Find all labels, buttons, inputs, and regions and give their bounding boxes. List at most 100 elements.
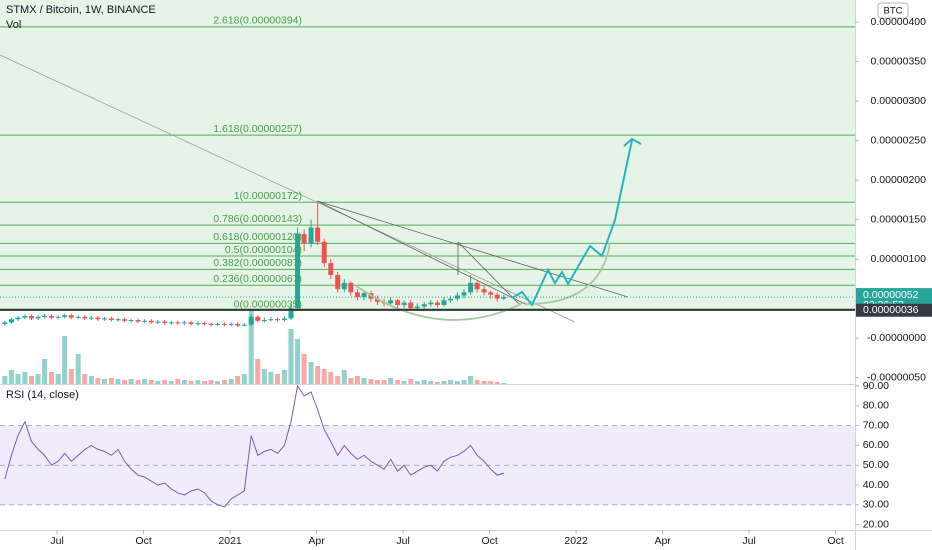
candle-body <box>315 227 321 242</box>
y-tick-label: -0.00000000 <box>867 332 926 344</box>
background-layer <box>0 0 855 506</box>
trend-line <box>457 241 521 306</box>
volume-bar <box>215 381 221 384</box>
x-tick-label: Jul <box>396 535 409 547</box>
y-tick-label: 80.00 <box>863 400 889 412</box>
candle-body <box>62 315 68 317</box>
volume-bar <box>201 381 207 384</box>
fib-level-label: 0.786(0.00000143) <box>213 213 302 225</box>
volume-bar <box>361 378 367 384</box>
support-price-label: 0.00000036 <box>863 304 919 316</box>
volume-bar <box>248 309 254 384</box>
volume-bar <box>501 383 507 384</box>
volume-bar <box>2 376 8 384</box>
volume-bar <box>281 370 287 384</box>
volume-bar <box>142 379 148 384</box>
candle-body <box>42 316 48 318</box>
candle-body <box>268 319 274 321</box>
candle-body <box>395 300 401 305</box>
volume-bar <box>148 380 154 384</box>
candle-body <box>434 302 440 305</box>
volume-bar <box>261 369 267 384</box>
candle-body <box>421 304 427 307</box>
volume-bar <box>135 380 141 384</box>
candle-body <box>15 317 21 320</box>
candle-body <box>195 323 201 325</box>
volume-bar <box>88 376 94 384</box>
volume-bar <box>395 380 401 384</box>
volume-bar <box>494 382 500 384</box>
volume-bar <box>168 381 174 384</box>
volume-bar <box>22 372 28 384</box>
candle-body <box>162 321 168 324</box>
volume-layer <box>2 309 507 384</box>
candle-body <box>155 321 161 323</box>
currency-label[interactable]: BTC <box>884 6 903 17</box>
volume-bar <box>321 369 327 384</box>
volume-bar <box>428 381 434 384</box>
volume-bar <box>448 380 454 384</box>
candle-body <box>82 316 88 319</box>
candle-body <box>335 274 341 290</box>
candle-body <box>261 320 267 321</box>
volume-bar <box>308 362 314 384</box>
candle-body <box>414 306 420 309</box>
y-tick-label: 20.00 <box>863 518 889 530</box>
rsi-line <box>4 384 504 508</box>
volume-bar <box>15 374 21 384</box>
candle-body <box>88 317 94 319</box>
volume-bar <box>162 380 168 384</box>
drawings <box>0 54 642 323</box>
x-tick-label: Jul <box>742 535 755 547</box>
volume-bar <box>468 376 474 384</box>
volume-bar <box>368 379 374 384</box>
y-tick-label: 0.00000100 <box>871 253 927 265</box>
y-tick-label: -0.00000050 <box>867 371 926 383</box>
candle-body <box>188 322 194 324</box>
candle-body <box>215 323 221 325</box>
volume-bar <box>268 372 274 384</box>
volume-bar <box>421 380 427 384</box>
y-tick-label: 70.00 <box>863 419 889 431</box>
volume-bar <box>55 374 61 384</box>
candle-body <box>168 322 174 324</box>
candle-body <box>49 316 55 318</box>
candle-body <box>95 317 101 320</box>
volume-bar <box>388 378 394 384</box>
volume-bar <box>454 381 460 384</box>
fib-level-label: 0.236(0.00000067) <box>213 273 302 285</box>
candle-body <box>474 282 480 290</box>
volume-bar <box>255 359 261 384</box>
candle-body <box>481 289 487 293</box>
volume-bar <box>28 376 34 384</box>
volume-bar <box>115 379 121 384</box>
y-tick-label: 0.00000250 <box>871 134 927 146</box>
volume-bar <box>155 381 161 384</box>
volume-bar <box>8 370 14 384</box>
volume-label: Vol <box>6 19 21 31</box>
candle-body <box>122 319 128 321</box>
candle-body <box>115 319 121 321</box>
candle-body <box>321 241 327 264</box>
y-tick-label: 0.00000150 <box>871 213 927 225</box>
candle-body <box>388 300 394 304</box>
candle-body <box>454 295 460 299</box>
volume-bar <box>414 381 420 384</box>
volume-bar <box>341 370 347 384</box>
y-tick-label: 40.00 <box>863 479 889 491</box>
volume-bar <box>434 382 440 384</box>
candle-layer <box>2 202 507 328</box>
candle-body <box>142 320 148 322</box>
currency-box[interactable] <box>877 2 909 19</box>
fib-level-label: 0.382(0.00000087) <box>213 257 302 269</box>
candle-body <box>181 322 187 324</box>
volume-bar <box>128 379 134 384</box>
candle-body <box>8 319 14 323</box>
candle-body <box>101 318 107 320</box>
fib-level-label: 0.5(0.00000104) <box>225 244 302 256</box>
volume-bar <box>295 339 301 384</box>
volume-bar <box>108 378 114 384</box>
candle-body <box>2 322 8 324</box>
